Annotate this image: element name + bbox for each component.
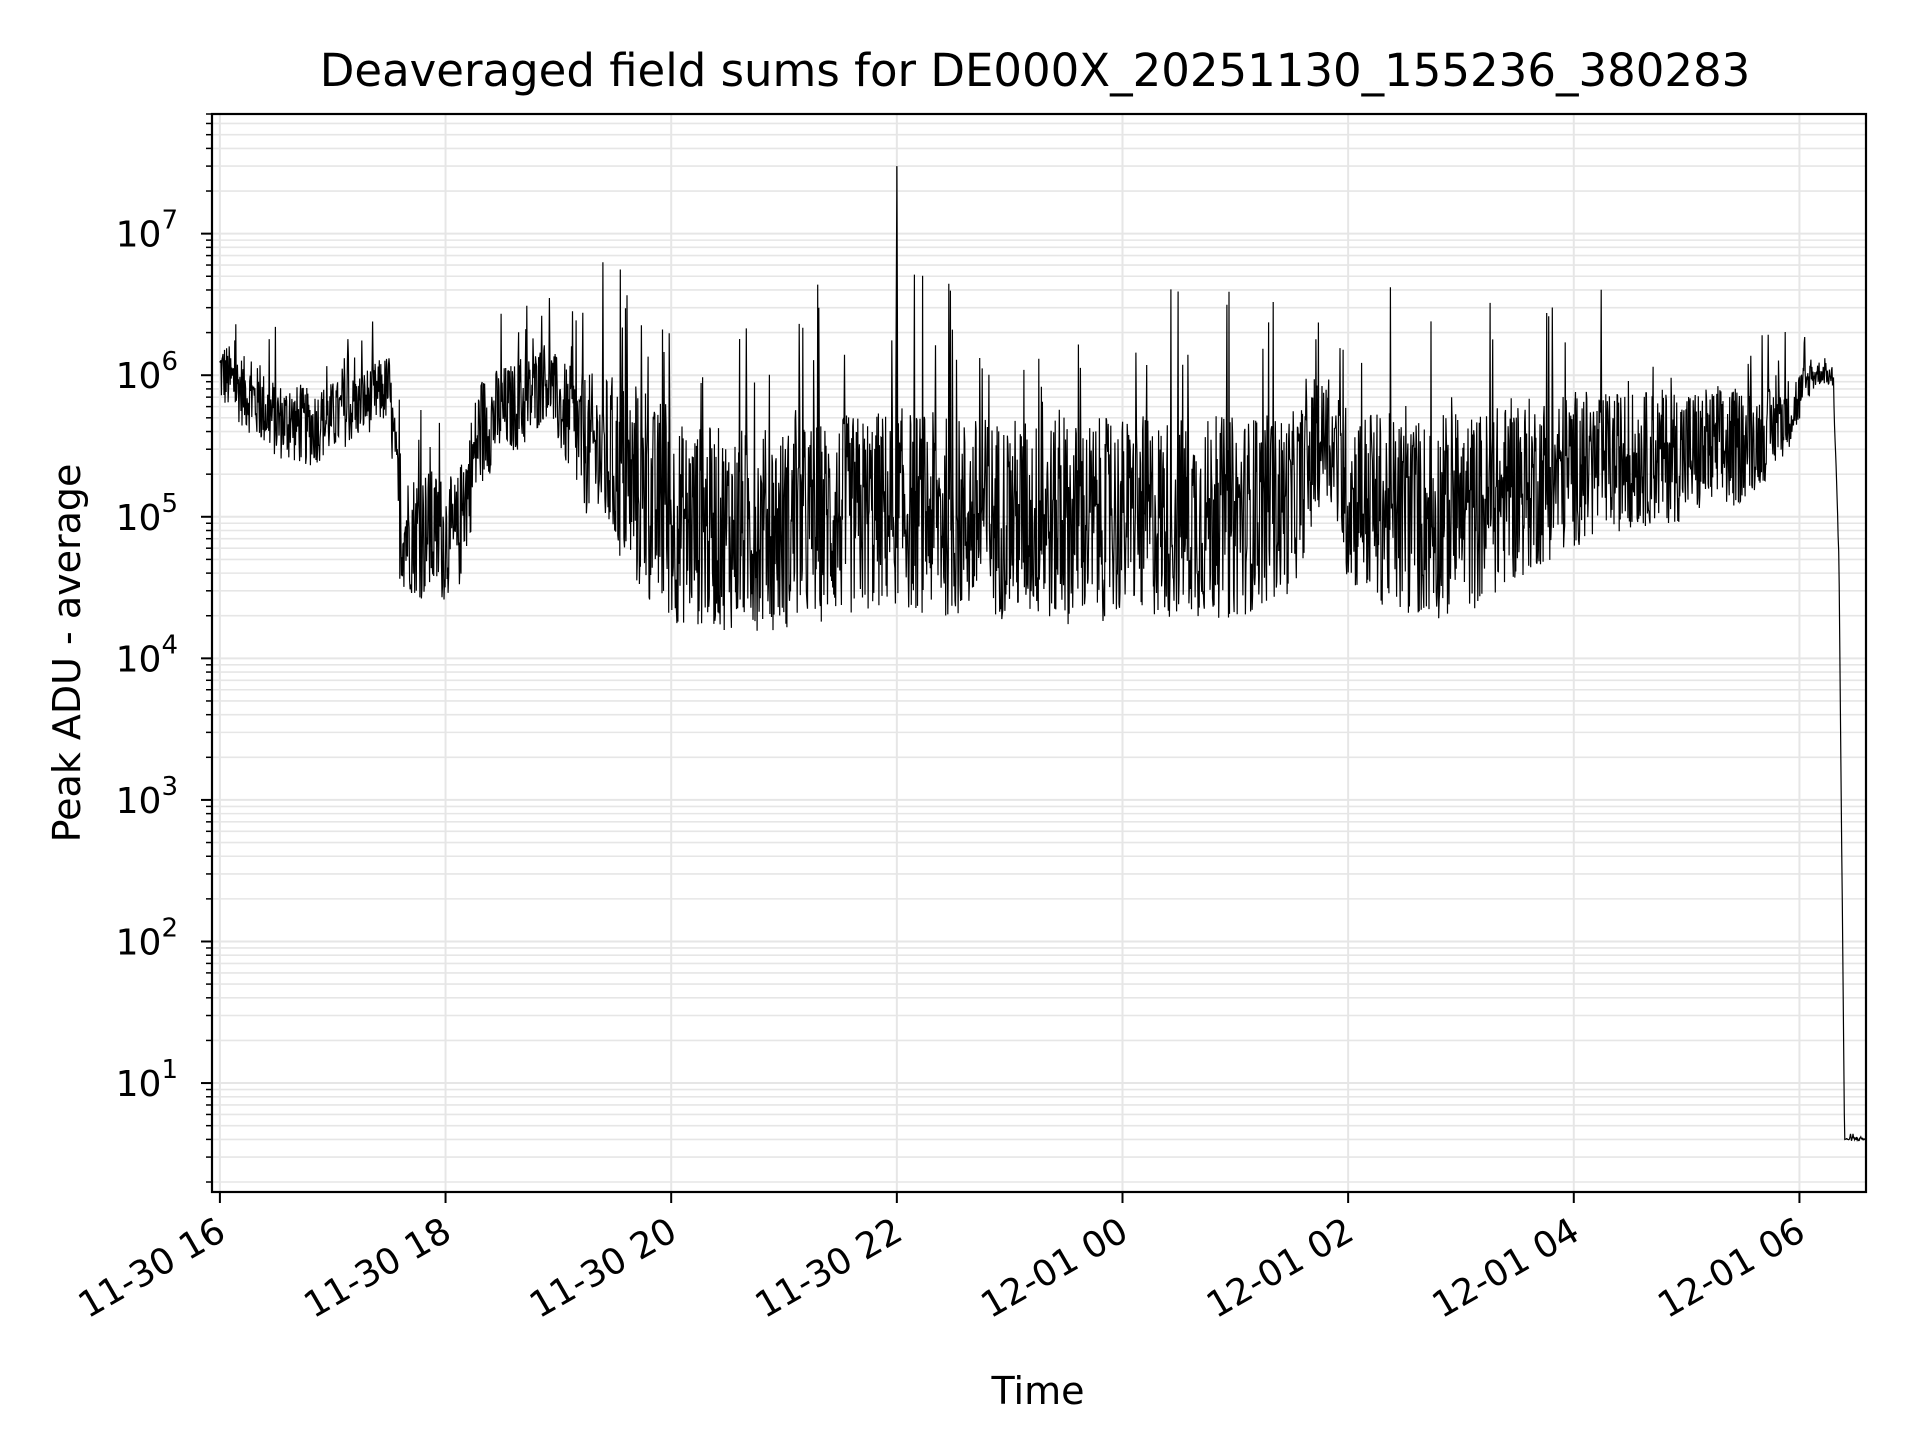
series-line [219,166,1866,1143]
x-axis-label: Time [991,1369,1085,1413]
grid [212,113,1866,1192]
y-tick-label: 103 [116,772,178,822]
y-tick-label: 107 [116,206,178,256]
chart-title: Deaveraged field sums for DE000X_2025113… [320,44,1750,97]
plot-area [219,166,1866,1143]
y-tick-label: 101 [116,1055,178,1105]
axes-frame [210,112,1868,1194]
y-axis-label: Peak ADU - average [45,464,89,843]
y-tick-label: 104 [116,630,178,680]
y-axis: 101 102 103 104 105 106 107 [116,113,212,1183]
y-tick-label: 102 [116,913,178,963]
y-tick-label: 106 [116,347,178,397]
y-tick-label: 105 [116,489,178,539]
